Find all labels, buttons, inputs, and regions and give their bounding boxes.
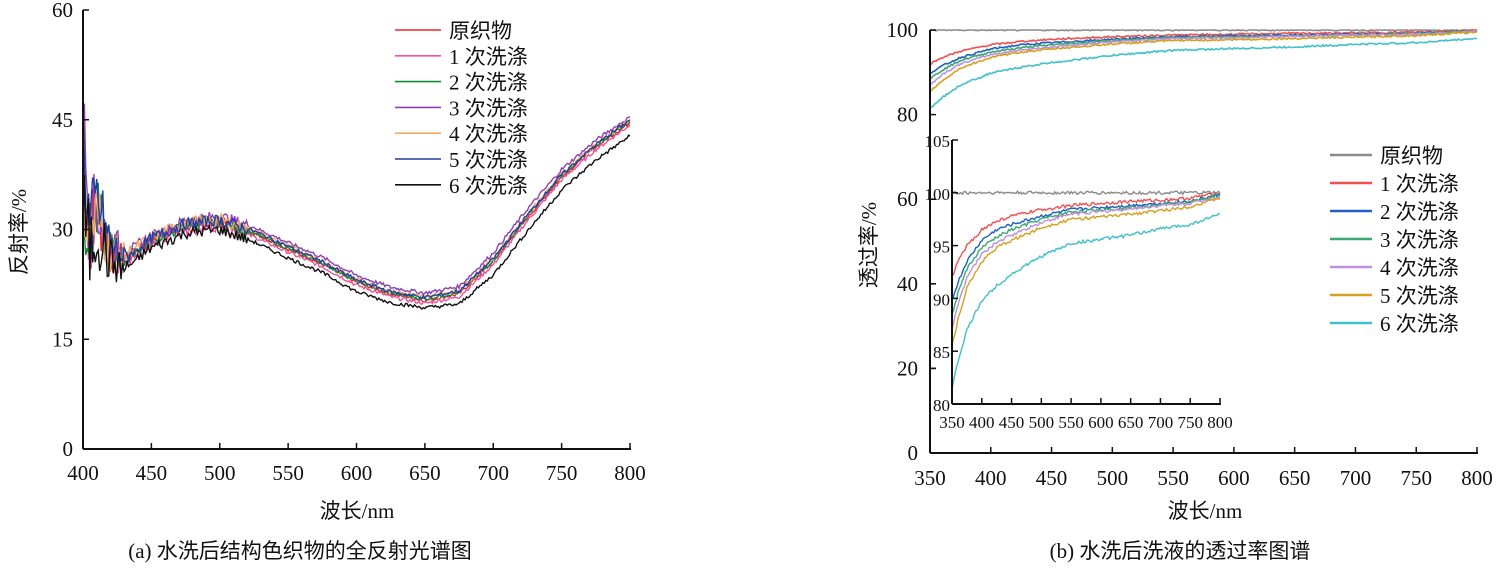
chart-b-y-tick-label: 40 <box>897 272 918 296</box>
chart-b-legend-label: 3 次洗涤 <box>1380 228 1459 252</box>
chart-b-y-tick-label: 20 <box>897 356 918 380</box>
inset-y-tick-label: 90 <box>933 290 950 309</box>
inset-y-tick-label: 80 <box>933 396 950 415</box>
chart-a-caption: (a) 水洗后结构色织物的全反射光谱图 <box>128 539 472 563</box>
chart-b-x-tick-label: 350 <box>914 466 946 490</box>
chart-a-x-tick-label: 550 <box>272 461 304 485</box>
inset-x-tick-label: 650 <box>1118 413 1144 432</box>
chart-b-x-tick-label: 400 <box>975 466 1007 490</box>
chart-a-x-tick-label: 650 <box>409 461 441 485</box>
chart-a-y-tick-label: 15 <box>52 327 73 351</box>
series-line-wash-4 <box>82 119 631 299</box>
chart-a-x-tick-label: 800 <box>614 461 646 485</box>
chart-a-legend-label: 1 次洗涤 <box>449 45 528 69</box>
series-line-wash-1 <box>929 29 1477 66</box>
chart-a-y-tick-label: 30 <box>52 218 73 242</box>
series-line-wash-6 <box>951 212 1221 390</box>
chart-a-x-tick-label: 750 <box>546 461 578 485</box>
chart-b-x-tick-label: 800 <box>1461 466 1493 490</box>
chart-b-x-tick-label: 450 <box>1036 466 1068 490</box>
series-line-wash-6 <box>929 37 1478 109</box>
chart-a-x-tick-label: 600 <box>341 461 373 485</box>
series-line-wash-4 <box>929 30 1478 86</box>
chart-b-legend-label: 6 次洗涤 <box>1380 312 1459 336</box>
chart-a-y-tick-label: 60 <box>52 0 73 22</box>
transmittance-inset-chart: 350 400 450 500 550 600 650 700 750 800 80 85 90 95 10… <box>925 128 1459 440</box>
chart-b-legend-label: 原织物 <box>1380 144 1443 168</box>
series-line-wash-5 <box>82 113 631 300</box>
series-line-wash-4 <box>951 196 1221 330</box>
inset-background <box>936 128 1328 438</box>
inset-y-tick-label: 85 <box>933 343 950 362</box>
chart-a-legend-label: 4 次洗涤 <box>449 122 528 146</box>
chart-a-legend-label: 2 次洗涤 <box>449 71 528 95</box>
chart-b-x-tick-label: 650 <box>1279 466 1311 490</box>
series-line-wash-1 <box>82 124 631 305</box>
chart-a-y-axis-label: 反射率/% <box>7 189 31 275</box>
series-line-wash-1 <box>951 191 1221 277</box>
chart-b-y-tick-label: 0 <box>908 441 919 465</box>
inset-x-tick-label: 750 <box>1177 413 1203 432</box>
chart-b-x-tick-label: 750 <box>1400 466 1432 490</box>
chart-a-x-axis-label: 波长/nm <box>320 499 395 523</box>
series-line-wash-6 <box>82 134 631 311</box>
inset-x-tick-label: 400 <box>969 413 995 432</box>
chart-b-x-tick-label: 500 <box>1097 466 1129 490</box>
chart-a-x-tick-label: 400 <box>67 461 99 485</box>
chart-b-y-axis-label: 透过率/% <box>857 202 881 288</box>
inset-y-tick-label: 95 <box>933 238 950 257</box>
chart-b-y-tick-label: 60 <box>897 187 918 211</box>
inset-x-tick-label: 500 <box>1029 413 1055 432</box>
chart-a-x-tick-label: 500 <box>204 461 236 485</box>
chart-a-legend-label: 3 次洗涤 <box>449 96 528 120</box>
chart-a-legend-label: 5 次洗涤 <box>449 148 528 172</box>
series-line-wash-3 <box>82 103 631 296</box>
chart-b-y-tick-label: 100 <box>887 18 919 42</box>
series-line-wash-3 <box>951 193 1221 315</box>
chart-b-x-tick-label: 600 <box>1218 466 1250 490</box>
chart-a-x-tick-label: 700 <box>478 461 510 485</box>
inset-x-tick-label: 350 <box>939 413 965 432</box>
series-line-original <box>929 29 1478 32</box>
chart-a-legend-label: 原织物 <box>449 19 512 43</box>
inset-x-tick-label: 600 <box>1088 413 1114 432</box>
inset-x-tick-label: 800 <box>1207 413 1233 432</box>
chart-b-x-tick-label: 700 <box>1340 466 1372 490</box>
chart-b-legend-label: 2 次洗涤 <box>1380 200 1459 224</box>
chart-a-y-tick-label: 45 <box>52 108 73 132</box>
chart-a-x-tick-label: 450 <box>136 461 168 485</box>
chart-a-legend-label: 6 次洗涤 <box>449 174 528 198</box>
chart-b-legend-label: 4 次洗涤 <box>1380 256 1459 280</box>
series-line-original <box>951 189 1221 196</box>
inset-x-tick-label: 700 <box>1148 413 1174 432</box>
inset-x-tick-label: 450 <box>999 413 1025 432</box>
inset-x-tick-label: 550 <box>1058 413 1084 432</box>
series-line-wash-2 <box>82 120 631 302</box>
chart-b-x-axis-label: 波长/nm <box>1168 499 1243 523</box>
chart-b-legend-label: 5 次洗涤 <box>1380 284 1459 308</box>
series-line-wash-5 <box>929 30 1478 92</box>
chart-b-y-tick-label: 80 <box>897 103 918 127</box>
inset-y-tick-label: 105 <box>925 132 951 151</box>
chart-a-y-tick-label: 0 <box>63 437 74 461</box>
chart-b-caption: (b) 水洗后洗液的透过率图谱 <box>1050 539 1311 563</box>
chart-b-x-tick-label: 550 <box>1157 466 1189 490</box>
inset-y-tick-label: 100 <box>925 185 951 204</box>
reflectance-chart: 400 450 500 550 600 650 700 750 800 0 15 30 45 60 原织物1… <box>52 0 646 485</box>
series-line-wash-5 <box>951 197 1221 346</box>
chart-b-legend-label: 1 次洗涤 <box>1380 172 1459 196</box>
